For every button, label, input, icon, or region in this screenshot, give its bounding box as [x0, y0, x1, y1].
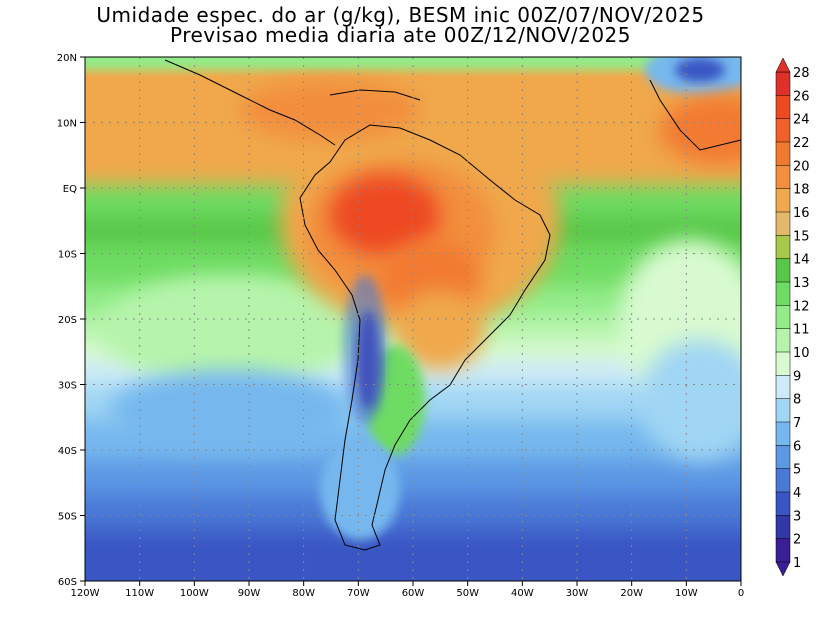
colorbar-segment [775, 188, 791, 213]
colorbar-segment [775, 491, 791, 517]
lon-tick-label: 30W [566, 588, 589, 599]
lat-tick-label: 30S [58, 381, 77, 392]
colorbar-segment [775, 165, 791, 190]
colorbar-label: 28 [793, 66, 810, 81]
colorbar-label: 13 [793, 276, 810, 291]
colorbar-label: 1 [793, 556, 801, 571]
colorbar-label: 12 [793, 299, 810, 314]
colorbar-segment [775, 445, 791, 470]
colorbar-segment [775, 95, 791, 120]
colorbar: 28 26 24 22 20 18 16 15 14 13 12 11 10 9 8 7 6 5 4 3 2 1 [775, 57, 810, 577]
lat-tick-label: EQ [63, 184, 77, 195]
colorbar-segment [775, 141, 791, 167]
humidity-field [85, 57, 741, 581]
longitude-axis: 120W 110W 100W 90W 80W 70W 60W 50W 40W 30W 20W 10W 0 [71, 581, 744, 599]
lat-tick-label: 60S [58, 577, 77, 588]
lat-tick-label: 20S [58, 315, 77, 326]
colorbar-label: 3 [793, 509, 801, 524]
lon-tick-label: 60W [402, 588, 425, 599]
colorbar-label: 18 [793, 183, 810, 198]
colorbar-segment [775, 71, 791, 97]
lon-tick-label: 50W [456, 588, 479, 599]
colorbar-label: 10 [793, 346, 810, 361]
colorbar-label: 16 [793, 206, 810, 221]
colorbar-segment [775, 468, 791, 493]
colorbar-segment [775, 118, 791, 143]
colorbar-label: 5 [793, 463, 801, 478]
colorbar-label: 4 [793, 486, 801, 501]
map-subtitle: Previsao media diaria ate 00Z/12/NOV/202… [169, 23, 632, 47]
colorbar-label: 7 [793, 416, 801, 431]
colorbar-segment [775, 235, 791, 260]
colorbar-segment [775, 258, 791, 283]
colorbar-segment [775, 421, 791, 447]
colorbar-label: 20 [793, 159, 810, 174]
colorbar-label: 14 [793, 253, 810, 268]
lon-tick-label: 70W [347, 588, 370, 599]
colorbar-segment [775, 398, 791, 423]
colorbar-label: 26 [793, 89, 810, 104]
lat-tick-label: 10S [58, 250, 77, 261]
colorbar-max-arrow [775, 57, 791, 73]
lon-tick-label: 110W [125, 588, 154, 599]
colorbar-segment [775, 515, 791, 540]
colorbar-segment [775, 305, 791, 330]
lat-tick-label: 10N [57, 119, 77, 130]
colorbar-min-arrow [775, 561, 791, 577]
colorbar-label: 9 [793, 369, 801, 384]
colorbar-label: 11 [793, 323, 810, 338]
lat-tick-label: 50S [58, 512, 77, 523]
colorbar-label: 8 [793, 393, 801, 408]
colorbar-segment [775, 211, 791, 237]
map-title: Umidade espec. do ar (g/kg), BESM inic 0… [96, 3, 705, 27]
lat-tick-label: 40S [58, 446, 77, 457]
colorbar-segment [775, 281, 791, 307]
lon-tick-label: 100W [180, 588, 209, 599]
lon-tick-label: 20W [620, 588, 643, 599]
colorbar-label: 15 [793, 229, 810, 244]
colorbar-segment [775, 351, 791, 377]
lon-tick-label: 90W [238, 588, 261, 599]
colorbar-segment [775, 328, 791, 353]
lon-tick-label: 40W [511, 588, 534, 599]
colorbar-label: 22 [793, 136, 810, 151]
colorbar-segment [775, 538, 791, 563]
lat-tick-label: 20N [57, 53, 77, 64]
latitude-axis: 20N 10N EQ 10S 20S 30S 40S 50S 60S [57, 53, 85, 588]
colorbar-label: 6 [793, 439, 801, 454]
colorbar-label: 2 [793, 533, 801, 548]
lon-tick-label: 10W [675, 588, 698, 599]
grid-lines [85, 57, 741, 581]
lon-tick-label: 80W [292, 588, 315, 599]
coastlines [164, 59, 741, 551]
colorbar-segment [775, 375, 791, 400]
colorbar-label: 24 [793, 113, 810, 128]
lon-tick-label: 0 [738, 588, 744, 599]
lon-tick-label: 120W [71, 588, 100, 599]
